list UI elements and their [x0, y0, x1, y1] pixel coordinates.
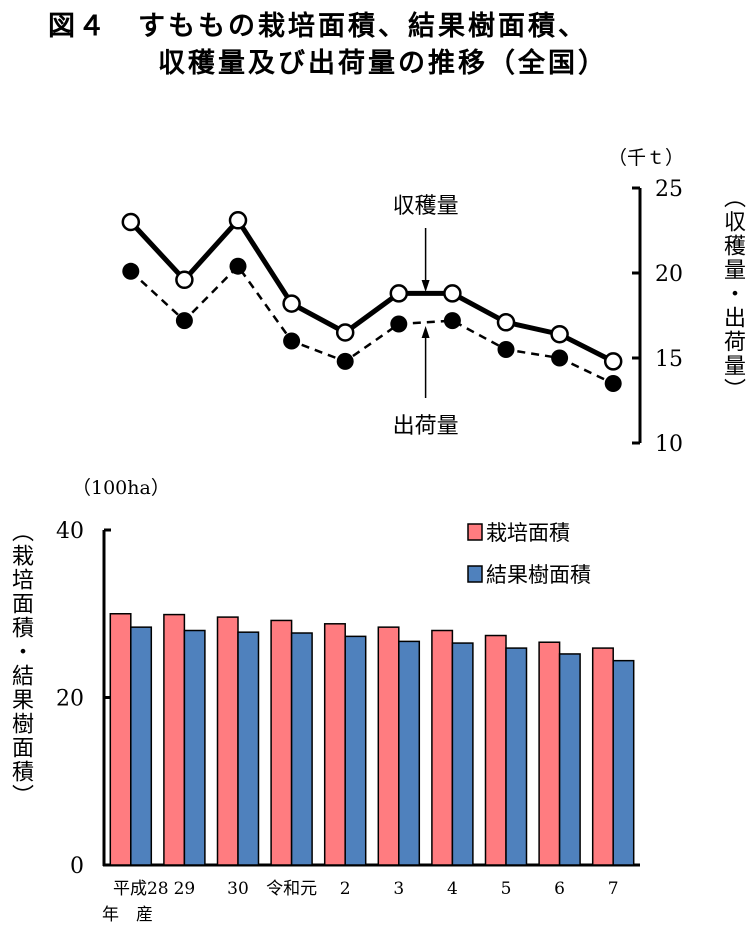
harvest-point — [550, 324, 569, 344]
harvest-point — [603, 352, 623, 371]
shipment-point — [604, 375, 622, 392]
legend-swatch — [467, 565, 483, 583]
line-y-axis-label: （収穫量・出荷量） — [720, 186, 745, 402]
title-line-2: 収穫量及び出荷量の推移（全国） — [158, 48, 608, 79]
bar-x-tick-label: 5 — [501, 879, 512, 899]
cultivation-area-bar — [591, 647, 614, 866]
bearing-area-bar — [451, 642, 474, 866]
cultivation-area-bar — [431, 629, 454, 866]
shipment-annotation: 出荷量 — [393, 414, 459, 439]
bar-x-tick-label: 6 — [554, 879, 565, 899]
legend-swatch — [467, 523, 483, 541]
bar-x-sub-label: 年 産 — [102, 905, 153, 925]
line-y-tick-label: 20 — [655, 262, 683, 287]
shipment-point — [175, 312, 193, 330]
harvest-point — [121, 212, 141, 232]
line-y-tick-label: 10 — [655, 432, 683, 457]
legend-label: 栽培面積 — [486, 521, 570, 545]
bar-unit-label: （100ha） — [72, 477, 170, 499]
line-y-tick-label: 15 — [655, 347, 683, 372]
cultivation-area-bar — [216, 616, 239, 866]
bearing-area-bar — [558, 653, 581, 866]
shipment-point — [336, 352, 354, 370]
bearing-area-bar — [344, 635, 367, 866]
bar-x-tick-label: 令和元 — [266, 879, 317, 899]
harvest-arrowhead — [421, 280, 430, 292]
bar-y-axis-label: （栽培面積・結果樹面積） — [8, 520, 33, 808]
harvest-point — [335, 323, 355, 342]
shipment-point — [497, 341, 515, 358]
shipment-line — [129, 264, 614, 385]
harvest-point — [175, 270, 194, 290]
harvest-point — [282, 294, 301, 313]
harvest-point — [389, 284, 409, 303]
bearing-area-bar — [237, 631, 260, 866]
bearing-area-bar — [612, 659, 635, 866]
bar-y-tick-label: 0 — [70, 854, 84, 879]
shipment-point — [443, 312, 461, 330]
harvest-point — [228, 211, 248, 230]
bar-y-tick-label: 20 — [56, 687, 84, 712]
shipment-point — [551, 349, 569, 367]
bearing-area-bar — [183, 629, 206, 866]
harvest-point — [496, 313, 516, 332]
shipment-point — [229, 257, 247, 275]
bar-x-tick-label: 30 — [227, 879, 249, 899]
harvest-point — [443, 284, 462, 303]
title-line-1: 図４ すももの栽培面積、結果樹面積、 — [48, 11, 588, 42]
cultivation-area-bar — [270, 619, 293, 866]
cultivation-area-bar — [538, 641, 561, 866]
bearing-area-bar — [398, 640, 421, 866]
legend-label: 結果樹面積 — [486, 563, 591, 587]
bar-y-tick-label: 40 — [56, 519, 84, 544]
shipment-point — [390, 315, 408, 333]
line-y-tick-label: 25 — [655, 177, 683, 202]
bar-x-tick-label: 3 — [393, 879, 404, 899]
bar-x-tick-label: 29 — [174, 879, 196, 899]
harvest-annotation: 収穫量 — [393, 194, 459, 219]
bar-x-tick-label: 7 — [608, 879, 619, 899]
cultivation-area-bar — [163, 613, 186, 866]
bar-x-tick-label: 2 — [340, 879, 351, 899]
harvest-line — [128, 216, 615, 364]
bearing-area-bar — [505, 647, 528, 866]
cultivation-area-bar — [377, 626, 400, 866]
chart-title: 図４ すももの栽培面積、結果樹面積、収穫量及び出荷量の推移（全国） — [48, 8, 608, 82]
cultivation-area-bar — [484, 634, 507, 866]
bearing-area-bar — [290, 632, 313, 866]
shipment-arrowhead — [421, 326, 430, 338]
bar-x-tick-label: 平成28 — [113, 879, 169, 899]
shipment-point — [122, 262, 140, 280]
bearing-area-bar — [130, 626, 153, 866]
bar-x-tick-label: 4 — [447, 879, 458, 899]
cultivation-area-bar — [109, 613, 132, 866]
cultivation-area-bar — [323, 623, 346, 866]
line-unit-label: （千ｔ） — [608, 147, 684, 169]
shipment-point — [283, 332, 301, 350]
